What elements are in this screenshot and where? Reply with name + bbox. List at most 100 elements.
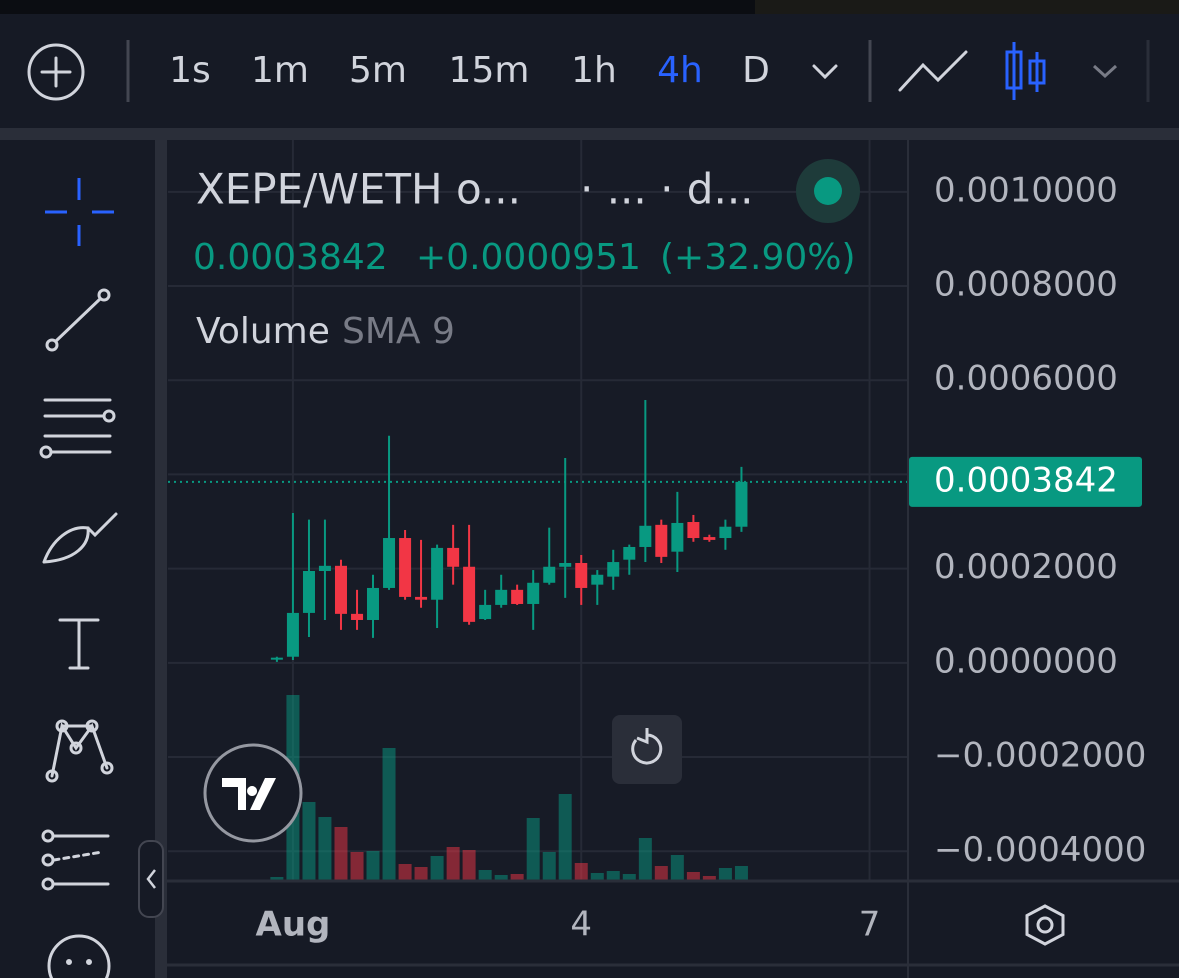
volume-bar [366,851,380,880]
chart-type-dropdown[interactable] [1092,64,1118,79]
volume-bar [734,866,748,880]
text-tool[interactable] [58,618,100,670]
y-tick-label: −0.0002000 [934,736,1146,776]
volume-bar [542,852,556,880]
candle[interactable] [447,524,460,585]
candle[interactable] [703,534,716,542]
candle[interactable] [318,519,331,620]
collapse-toolbar[interactable] [138,840,164,918]
candle-body [511,589,524,604]
interval-bar: 1s 1m 5m 15m 1h 4h D [169,50,770,91]
interval-button[interactable]: 1h [571,50,617,91]
candle[interactable] [415,539,428,608]
volume-bar [510,874,524,880]
interval-button[interactable]: 1m [251,50,309,91]
candle[interactable] [639,400,652,563]
volume-bar [334,827,348,880]
interval-button[interactable]: 5m [349,50,407,91]
candle-body [559,562,572,567]
candle[interactable] [719,519,732,550]
candle[interactable] [270,656,283,662]
x-tick-label: Aug [256,905,331,945]
candle[interactable] [623,544,636,575]
add-symbol-button[interactable] [27,43,85,101]
candle[interactable] [607,549,620,590]
legend-change-percent: (+32.90%) [660,237,856,278]
x-tick-label: 7 [859,905,881,945]
pattern-tool[interactable] [45,719,114,783]
candle-body [318,565,331,571]
separator [155,140,167,978]
volume-bar [270,877,284,880]
candle[interactable] [687,514,700,542]
legend-last: 0.0003842 [193,237,388,278]
candle[interactable] [351,589,364,630]
reset-button[interactable] [612,715,682,784]
fib-tool[interactable] [39,398,116,459]
candle-body [399,538,412,597]
volume-bar [622,874,636,880]
candle[interactable] [479,589,492,620]
candle[interactable] [383,435,396,590]
candle[interactable] [495,574,508,608]
symbol-title[interactable]: XEPE/WETH o... [196,165,521,214]
collapse-arrow [146,869,156,889]
y-tick-label: 0.0000000 [934,641,1118,681]
candle-body [687,522,700,539]
candle[interactable] [302,519,315,637]
candle-body [591,574,604,585]
candle-body [527,582,540,604]
candle-body [623,546,636,560]
candle-body [302,570,315,613]
separator [0,128,1179,140]
trend-line-tool[interactable] [45,288,111,352]
candle[interactable] [399,530,412,600]
candle[interactable] [366,574,379,638]
candle[interactable] [334,559,347,630]
interval-button[interactable]: 15m [449,50,530,91]
indicator-name[interactable]: Volume [196,311,330,352]
candle[interactable] [575,554,588,605]
candle[interactable] [431,544,444,628]
y-tick-label: 0.0006000 [934,359,1118,399]
candle[interactable] [671,491,684,572]
candle-body [351,613,364,620]
candle-body [286,612,299,657]
tv-logo-mark [222,778,276,810]
candle-body [575,562,588,588]
candle-body [463,566,476,622]
candle-body [479,604,492,620]
interval-button[interactable]: 1s [169,50,211,91]
crosshair-tool[interactable] [45,178,114,246]
candle[interactable] [735,466,748,532]
volume-bar [702,876,716,880]
emoji-tool[interactable] [47,934,111,978]
candle[interactable] [591,570,604,605]
candle[interactable] [655,519,668,563]
volume-bar [446,847,460,880]
interval-button[interactable]: 4h [657,50,703,91]
line-chart-button[interactable] [898,50,968,92]
candle-body [366,587,379,620]
interval-dropdown[interactable] [812,64,838,80]
candle-chart-button[interactable] [1005,42,1046,100]
volume-bar [350,852,364,880]
candle[interactable] [286,513,299,661]
prediction-tool[interactable] [41,829,110,891]
candle[interactable] [559,457,572,598]
candle[interactable] [543,527,556,585]
x-tick-label: 4 [570,905,592,945]
volume-bar [558,794,572,880]
brush-tool[interactable] [42,512,118,564]
volume-bar [414,867,428,880]
volume-bar [494,875,508,880]
status-dot [814,177,842,205]
candle[interactable] [463,524,476,625]
plot-area [168,140,908,880]
candle[interactable] [527,570,540,630]
volume-bar [654,866,668,880]
settings-button[interactable] [1025,904,1065,946]
candle[interactable] [511,584,524,605]
interval-button[interactable]: D [742,50,770,91]
last-price-tag [909,456,1142,507]
